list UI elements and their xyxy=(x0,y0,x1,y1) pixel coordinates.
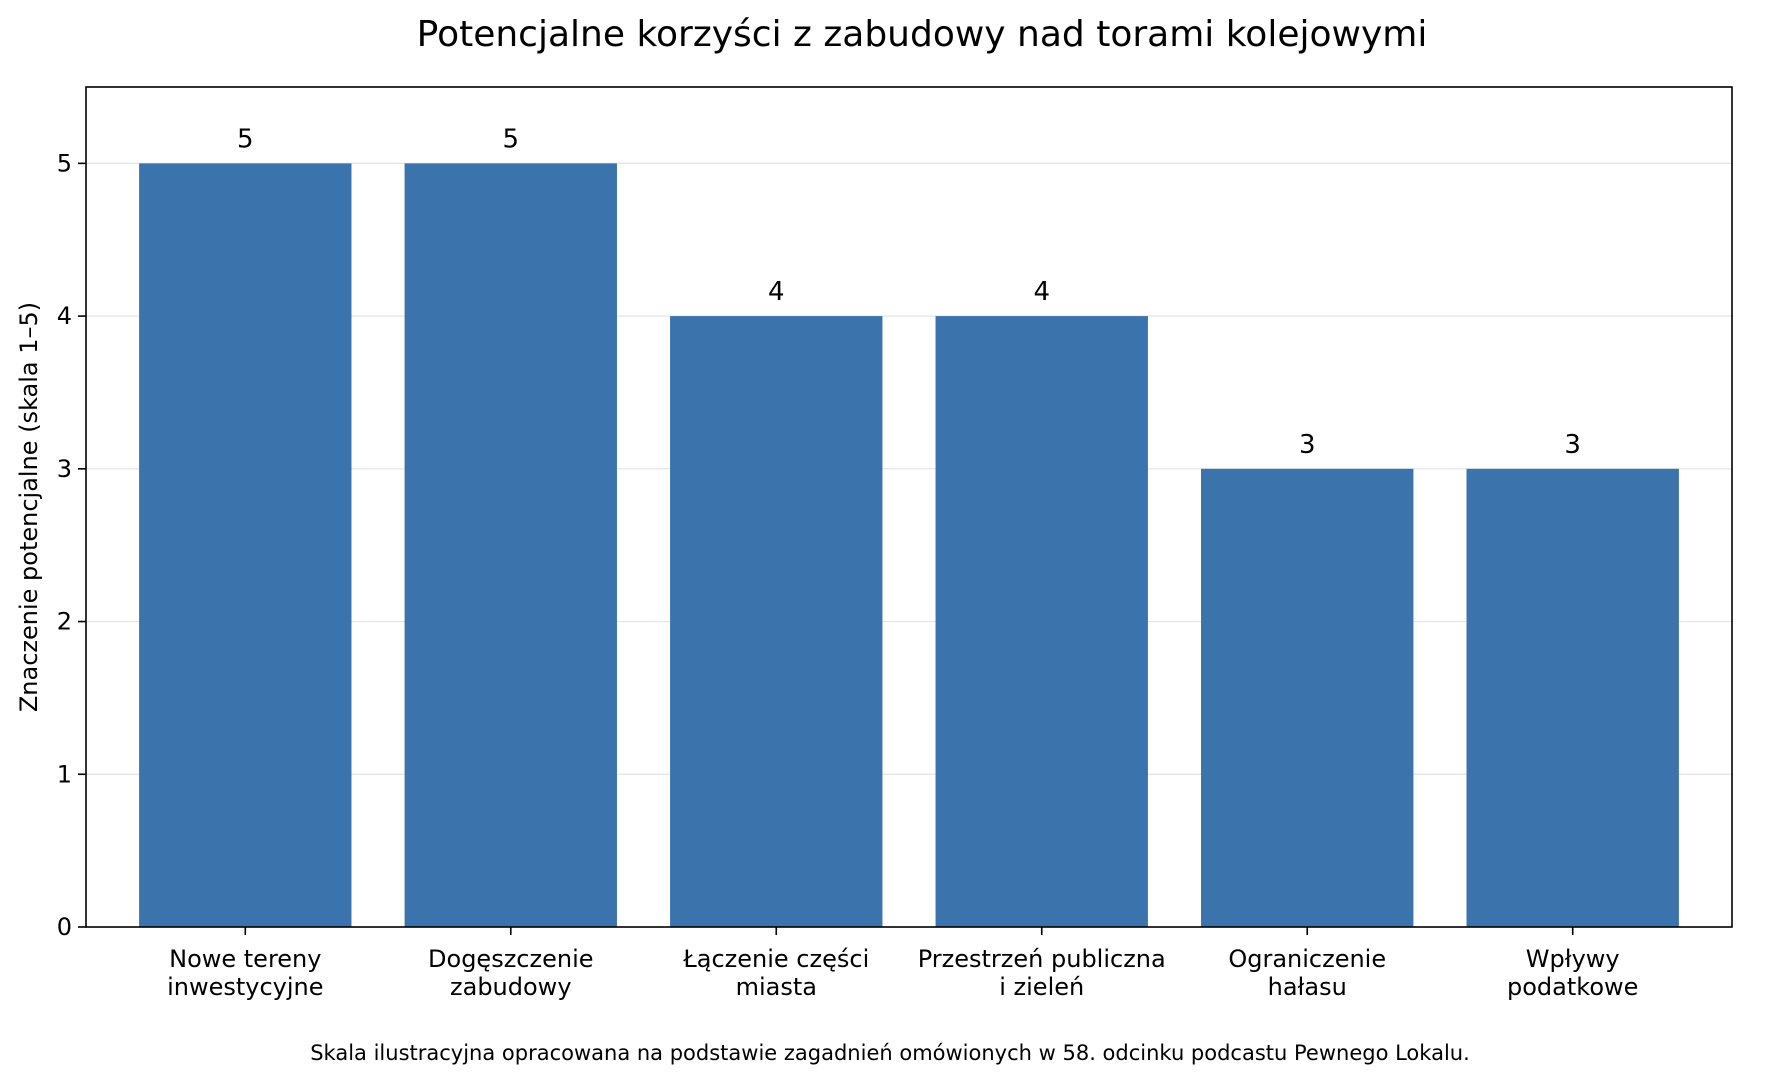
bar-value-label: 5 xyxy=(503,124,520,154)
x-axis-ticks: Nowe tereny inwestycyjne Dogęszczenie zabud… xyxy=(167,927,1638,1001)
y-axis-ticks: 0 1 2 3 4 5 xyxy=(57,149,86,941)
y-tick-label: 5 xyxy=(57,149,72,177)
x-tick-label: Dogęszczenie zabudowy xyxy=(428,945,593,1001)
x-tick-label: Ograniczenie hałasu xyxy=(1228,945,1386,1001)
bar xyxy=(1466,468,1679,927)
y-tick-label: 2 xyxy=(57,608,72,636)
bar xyxy=(139,163,352,927)
chart-title: Potencjalne korzyści z zabudowy nad tora… xyxy=(417,14,1428,55)
y-tick-label: 3 xyxy=(57,455,72,483)
bar-value-label: 4 xyxy=(768,277,785,307)
bar-value-label: 3 xyxy=(1299,430,1316,460)
plot-area-frame xyxy=(85,86,1733,928)
bar-value-labels: 5 5 4 4 3 3 xyxy=(237,124,1581,459)
x-tick-label: Łączenie części miasta xyxy=(682,945,869,1001)
bar xyxy=(1201,468,1414,927)
y-axis-label: Znaczenie potencjalne (skala 1–5) xyxy=(15,302,43,712)
bars xyxy=(139,163,1679,927)
bar-value-label: 3 xyxy=(1564,430,1581,460)
y-tick-label: 1 xyxy=(57,760,72,788)
x-tick-label: Przestrzeń publiczna i zieleń xyxy=(918,945,1166,1001)
y-tick-label: 4 xyxy=(57,302,72,330)
bar xyxy=(670,316,883,927)
bar-value-label: 5 xyxy=(237,124,254,154)
bar xyxy=(935,316,1148,927)
y-tick-label: 0 xyxy=(57,913,72,941)
chart-caption: Skala ilustracyjna opracowana na podstaw… xyxy=(310,1041,1470,1065)
bar xyxy=(404,163,617,927)
x-tick-label: Nowe tereny inwestycyjne xyxy=(167,945,323,1001)
y-gridlines xyxy=(86,162,1732,775)
bar-value-label: 4 xyxy=(1033,277,1050,307)
x-tick-label: Wpływy podatkowe xyxy=(1507,945,1638,1001)
